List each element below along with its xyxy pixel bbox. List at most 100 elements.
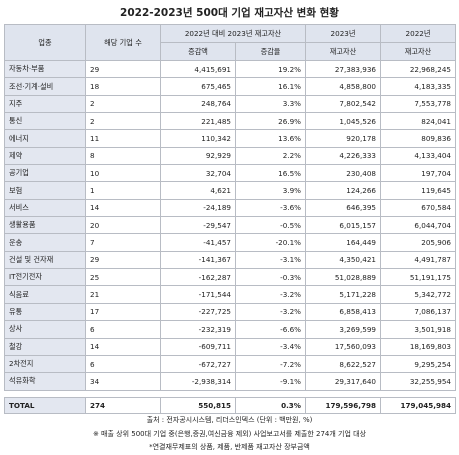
cell: 10 bbox=[85, 164, 161, 183]
cell: 8 bbox=[85, 146, 161, 166]
cell: 29,317,640 bbox=[305, 372, 381, 391]
cell: -162,287 bbox=[160, 268, 236, 287]
spacer-row bbox=[4, 389, 456, 398]
table-row: 상사 6 -232,319 -6.6% 3,269,599 3,501,918 bbox=[4, 320, 456, 339]
cell: 824,041 bbox=[380, 112, 456, 131]
table-row: 운송 7 -41,457 -20.1% 164,449 205,906 bbox=[4, 233, 456, 252]
cell: 6,015,157 bbox=[305, 216, 381, 235]
cell: 675,465 bbox=[160, 77, 236, 96]
cell: 통신 bbox=[4, 112, 86, 131]
cell: -2,938,314 bbox=[160, 372, 236, 391]
cell: -3.6% bbox=[235, 198, 306, 218]
cell: 0.3% bbox=[235, 396, 306, 414]
cell: 유통 bbox=[4, 302, 86, 322]
table-row: 자동차·부품 29 4,415,691 19.2% 27,383,936 22,968,2… bbox=[4, 59, 456, 79]
cell: 179,596,798 bbox=[305, 396, 381, 414]
cell: 7,086,137 bbox=[380, 302, 456, 322]
cell: 지주 bbox=[4, 94, 86, 114]
table-row: 보험 1 4,621 3.9% 124,266 119,645 bbox=[4, 181, 456, 200]
cell: -232,319 bbox=[160, 320, 236, 339]
cell: 2 bbox=[85, 94, 161, 114]
cell: 6,044,704 bbox=[380, 216, 456, 235]
note: *연결재무제표의 상품, 제품, 반제품 재고자산 장부금액 bbox=[149, 443, 310, 451]
cell: 7 bbox=[85, 233, 161, 252]
cell: -24,189 bbox=[160, 198, 236, 218]
table-row: 서비스 14 -24,189 -3.6% 646,395 670,584 bbox=[4, 198, 456, 218]
cell: 16.1% bbox=[235, 77, 306, 96]
cell: 920,178 bbox=[305, 129, 381, 148]
table-row: 지주 2 248,764 3.3% 7,802,542 7,553,778 bbox=[4, 94, 456, 114]
cell: 17 bbox=[85, 302, 161, 322]
table-row: 석유화학 34 -2,938,314 -9.1% 29,317,640 32,255,95… bbox=[4, 372, 456, 391]
header-cell: 재고자산 bbox=[380, 42, 456, 61]
table-row: 유통 17 -227,725 -3.2% 6,858,413 7,086,137 bbox=[4, 302, 456, 322]
cell: 1,045,526 bbox=[305, 112, 381, 131]
cell: -171,544 bbox=[160, 285, 236, 304]
cell: 11 bbox=[85, 129, 161, 148]
cell: IT전기전자 bbox=[4, 268, 86, 287]
title: 2022-2023년 500대 기업 재고자산 변화 현황 bbox=[120, 7, 339, 19]
cell: 석유화학 bbox=[4, 372, 86, 391]
cell: 32,704 bbox=[160, 164, 236, 183]
cell: 2차전지 bbox=[4, 354, 86, 374]
cell: 670,584 bbox=[380, 198, 456, 218]
cell: -29,547 bbox=[160, 216, 236, 235]
header-cell: 증감율 bbox=[235, 42, 306, 61]
cell: 51,028,889 bbox=[305, 268, 381, 287]
cell: 6,858,413 bbox=[305, 302, 381, 322]
cell: 조선·기계·설비 bbox=[4, 77, 86, 96]
table-row: 공기업 10 32,704 16.5% 230,408 197,704 bbox=[4, 164, 456, 183]
cell: 1 bbox=[85, 181, 161, 200]
cell: 7,553,778 bbox=[380, 94, 456, 114]
cell: 179,045,984 bbox=[380, 396, 456, 414]
header-cell: 증감액 bbox=[160, 42, 236, 61]
cell: 생활용품 bbox=[4, 216, 86, 235]
cell: 19.2% bbox=[235, 59, 306, 79]
header-cell: 2023년 bbox=[305, 24, 381, 43]
cell: 서비스 bbox=[4, 198, 86, 218]
cell: 205,906 bbox=[380, 233, 456, 252]
cell: 27,383,936 bbox=[305, 59, 381, 79]
cell: 4,621 bbox=[160, 181, 236, 200]
cell: 20 bbox=[85, 216, 161, 235]
cell: 3.9% bbox=[235, 181, 306, 200]
cell: 2.2% bbox=[235, 146, 306, 166]
cell: 9,295,254 bbox=[380, 354, 456, 374]
cell: 809,836 bbox=[380, 129, 456, 148]
cell: 21 bbox=[85, 285, 161, 304]
cell: 6 bbox=[85, 320, 161, 339]
cell: 164,449 bbox=[305, 233, 381, 252]
cell: -7.2% bbox=[235, 354, 306, 374]
cell: 22,968,245 bbox=[380, 59, 456, 79]
cell: 자동차·부품 bbox=[4, 59, 86, 79]
cell: 18 bbox=[85, 77, 161, 96]
spacer-cell bbox=[4, 389, 86, 398]
cell: 25 bbox=[85, 268, 161, 287]
header-cell: 해당 기업 수 bbox=[85, 24, 161, 61]
cell: -227,725 bbox=[160, 302, 236, 322]
cell: 2 bbox=[85, 112, 161, 131]
spacer-cell bbox=[380, 389, 456, 398]
cell: 3.3% bbox=[235, 94, 306, 114]
cell: 221,485 bbox=[160, 112, 236, 131]
cell: 4,183,335 bbox=[380, 77, 456, 96]
table-row: 철강 14 -609,711 -3.4% 17,560,093 18,169,803 bbox=[4, 337, 456, 356]
cell: -9.1% bbox=[235, 372, 306, 391]
cell: 16.5% bbox=[235, 164, 306, 183]
cell: 7,802,542 bbox=[305, 94, 381, 114]
cell: 34 bbox=[85, 372, 161, 391]
cell: 4,858,800 bbox=[305, 77, 381, 96]
cell: 보험 bbox=[4, 181, 86, 200]
spacer-cell bbox=[305, 389, 381, 398]
cell: 3,269,599 bbox=[305, 320, 381, 339]
table-row: TOTAL 274 550,815 0.3% 179,596,798 179,045,98… bbox=[4, 396, 456, 414]
table-row: 통신 2 221,485 26.9% 1,045,526 824,041 bbox=[4, 112, 456, 131]
cell: 에너지 bbox=[4, 129, 86, 148]
cell: 6 bbox=[85, 354, 161, 374]
cell: -3.4% bbox=[235, 337, 306, 356]
spacer-cell bbox=[235, 389, 306, 398]
cell: 646,395 bbox=[305, 198, 381, 218]
cell: 51,191,175 bbox=[380, 268, 456, 287]
cell: 197,704 bbox=[380, 164, 456, 183]
